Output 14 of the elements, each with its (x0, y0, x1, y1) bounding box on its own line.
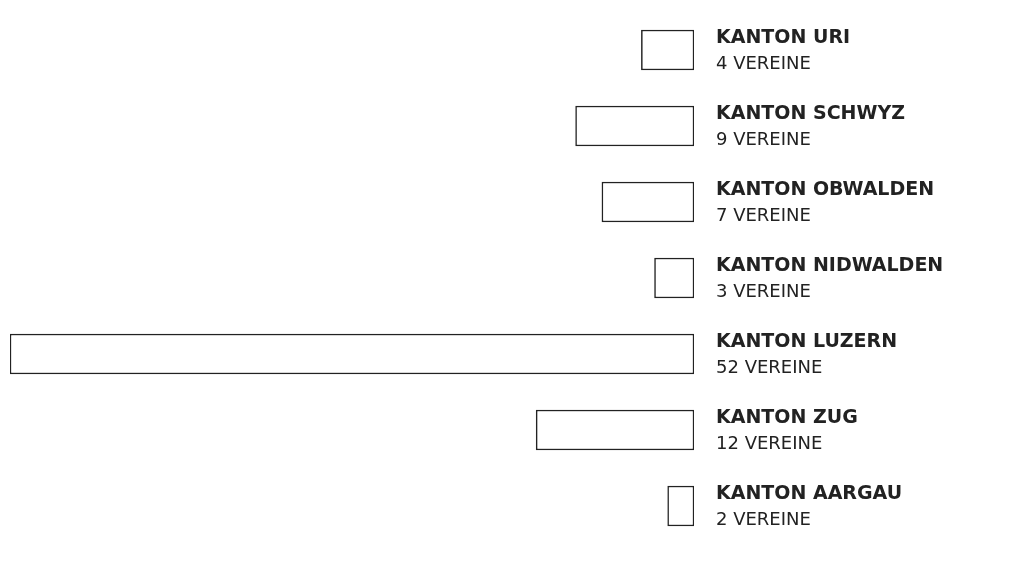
data-label: 2 VEREINE (716, 507, 811, 529)
y-tick-label: KANTON ZUG (716, 404, 858, 427)
data-label: 4 VEREINE (716, 51, 811, 73)
data-label: 9 VEREINE (716, 127, 811, 149)
y-tick-label: KANTON OBWALDEN (716, 176, 935, 199)
y-tick-label: KANTON LUZERN (716, 328, 898, 351)
data-label: 3 VEREINE (716, 279, 811, 301)
y-tick-label: KANTON SCHWYZ (716, 100, 905, 123)
y-tick-label: KANTON AARGAU (716, 480, 903, 503)
data-label: 52 VEREINE (716, 355, 823, 377)
data-label: 12 VEREINE (716, 431, 823, 453)
data-label: 7 VEREINE (716, 203, 811, 225)
y-tick-label: KANTON NIDWALDEN (716, 252, 944, 275)
y-tick-label: KANTON URI (716, 24, 851, 47)
